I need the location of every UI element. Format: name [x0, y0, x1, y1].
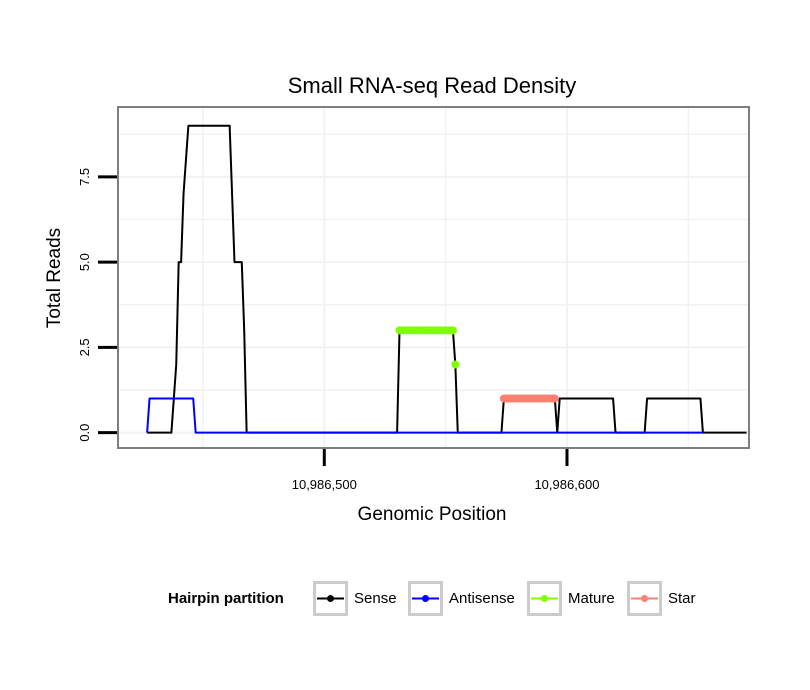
y-tick-label: 7.5 — [77, 168, 92, 186]
chart-title: Small RNA-seq Read Density — [288, 73, 577, 98]
axes: 0.0 2.5 5.0 7.5 10,986,500 10,986,600 — [77, 168, 600, 492]
legend-label: Antisense — [449, 590, 515, 607]
legend-key-point — [541, 595, 548, 602]
x-axis-title: Genomic Position — [358, 504, 507, 525]
antisense-line — [146, 397, 703, 434]
legend-entry-antisense: Antisense — [408, 581, 515, 616]
plot-panel — [117, 106, 750, 449]
legend-label: Sense — [354, 590, 397, 607]
x-tick-label: 10,986,500 — [292, 477, 357, 492]
y-tick-label: 2.5 — [77, 338, 92, 356]
y-tick-label: 5.0 — [77, 253, 92, 271]
legend: Hairpin partition Sense Antisense Mature St… — [168, 581, 696, 616]
legend-key-point — [327, 595, 334, 602]
plot-background — [118, 107, 749, 448]
series-layer — [146, 124, 747, 434]
grid-lines — [118, 107, 749, 448]
legend-title: Hairpin partition — [168, 590, 284, 607]
legend-label: Star — [668, 590, 696, 607]
legend-entries: Sense Antisense Mature Star — [313, 581, 696, 616]
y-tick-label: 0.0 — [77, 424, 92, 442]
star-point — [550, 394, 559, 403]
legend-entry-mature: Mature — [527, 581, 615, 616]
legend-key-point — [641, 595, 648, 602]
plot-border — [117, 106, 750, 449]
series-star — [499, 394, 559, 403]
legend-entry-star: Star — [627, 581, 696, 616]
x-tick-label: 10,986,600 — [534, 477, 599, 492]
y-axis-title: Total Reads — [44, 228, 65, 328]
legend-key-point — [422, 595, 429, 602]
mature-point — [448, 326, 457, 335]
legend-entry-sense: Sense — [313, 581, 397, 616]
mature-point — [451, 360, 460, 369]
series-mature — [395, 326, 460, 369]
series-antisense — [146, 397, 703, 434]
legend-label: Mature — [568, 590, 615, 607]
